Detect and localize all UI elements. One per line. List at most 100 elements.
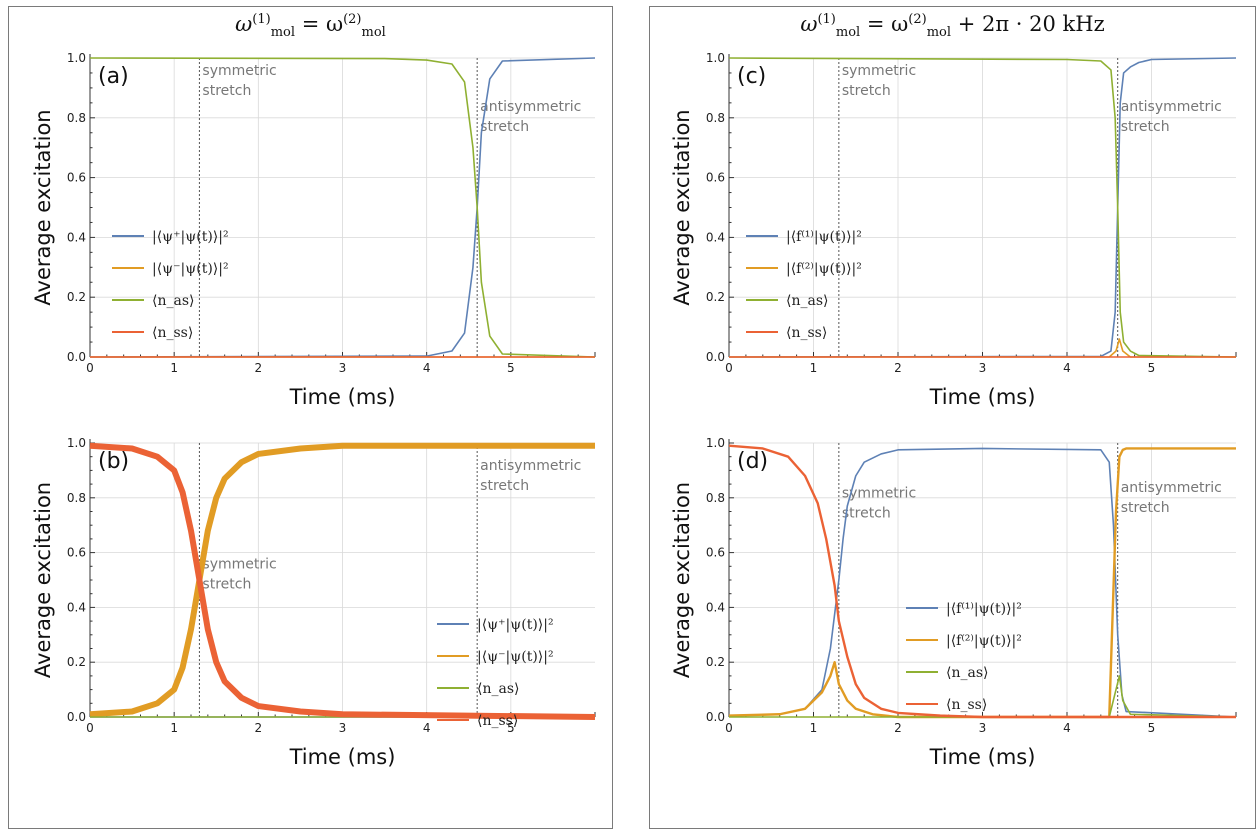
x-axis-title: Time (ms) (289, 385, 396, 409)
y-tick-label: 0.2 (67, 290, 86, 304)
y-tick-label: 0.0 (706, 710, 725, 724)
x-tick-label: 2 (894, 721, 902, 735)
series-line-3 (89, 57, 596, 358)
x-tick-label: 5 (507, 721, 515, 735)
y-tick-label: 0.4 (706, 600, 725, 614)
legend-entry: ⟨n_ss⟩ (152, 325, 193, 341)
x-axis-title: Time (ms) (929, 745, 1036, 769)
y-tick-label: 0.6 (67, 546, 86, 560)
x-tick-label: 0 (86, 361, 94, 375)
y-tick-label: 0.4 (706, 230, 725, 244)
panel-label: (a) (98, 64, 129, 89)
y-axis-title: Average excitation (670, 482, 694, 678)
stretch-annotation: symmetric (202, 557, 276, 573)
y-tick-label: 0.2 (706, 655, 725, 669)
chart-panel-d: 0 1 2 3 4 5 0.0 0.2 0.4 0.6 0.8 1.0 Time (ms) Average… (670, 436, 1237, 769)
legend-entry: ⟨n_as⟩ (477, 681, 519, 697)
legend-entry: |⟨f⁽¹⁾|ψ(t)⟩|² (786, 229, 862, 245)
y-axis-title: Average excitation (31, 109, 55, 305)
y-axis-title: Average excitation (670, 109, 694, 305)
stretch-annotation: stretch (1121, 500, 1170, 516)
x-tick-label: 2 (894, 361, 902, 375)
series-line-1 (89, 57, 596, 358)
x-axis-title: Time (ms) (289, 745, 396, 769)
x-tick-label: 5 (1148, 361, 1156, 375)
y-tick-label: 0.8 (706, 111, 725, 125)
legend-entry: |⟨ψ⁻|ψ(t)⟩|² (477, 649, 554, 665)
stretch-annotation: symmetric (202, 63, 276, 79)
stretch-annotation: symmetric (842, 485, 916, 501)
x-tick-label: 3 (339, 721, 347, 735)
x-tick-label: 3 (979, 361, 987, 375)
x-tick-label: 0 (725, 721, 733, 735)
x-tick-label: 0 (86, 721, 94, 735)
legend-entry: |⟨ψ⁺|ψ(t)⟩|² (477, 617, 554, 633)
y-tick-label: 0.2 (706, 290, 725, 304)
legend-entry: |⟨f⁽²⁾|ψ(t)⟩|² (946, 633, 1022, 649)
x-tick-label: 1 (810, 361, 818, 375)
legend-entry: ⟨n_ss⟩ (786, 325, 827, 341)
legend-entry: |⟨f⁽¹⁾|ψ(t)⟩|² (946, 601, 1022, 617)
x-axis-title: Time (ms) (929, 385, 1036, 409)
panel-label: (b) (98, 449, 129, 474)
stretch-annotation: stretch (480, 478, 529, 494)
x-tick-label: 4 (1063, 721, 1071, 735)
right-column-title: ω(1)mol = ω(2)mol + 2π · 20 kHz (800, 12, 1105, 41)
stretch-annotation: symmetric (842, 63, 916, 79)
panel-label: (c) (737, 64, 766, 89)
series-line-4 (728, 444, 1236, 719)
legend-entry: |⟨f⁽²⁾|ψ(t)⟩|² (786, 261, 862, 277)
y-tick-label: 0.6 (706, 171, 725, 185)
x-tick-label: 2 (255, 361, 263, 375)
x-tick-label: 3 (339, 361, 347, 375)
legend-entry: ⟨n_as⟩ (946, 665, 988, 681)
stretch-annotation: antisymmetric (480, 99, 581, 115)
y-tick-label: 0.4 (67, 600, 86, 614)
stretch-annotation: stretch (202, 83, 251, 99)
x-tick-label: 4 (1063, 361, 1071, 375)
y-tick-label: 0.8 (706, 491, 725, 505)
x-tick-label: 2 (255, 721, 263, 735)
x-tick-label: 4 (423, 361, 431, 375)
y-tick-label: 0.8 (67, 491, 86, 505)
x-tick-label: 3 (979, 721, 987, 735)
y-tick-label: 0.2 (67, 655, 86, 669)
x-tick-label: 5 (1148, 721, 1156, 735)
y-tick-label: 0.4 (67, 230, 86, 244)
series-line-1 (728, 447, 1237, 718)
stretch-annotation: antisymmetric (1121, 480, 1222, 496)
y-tick-label: 0.8 (67, 111, 86, 125)
legend-entry: ⟨n_ss⟩ (946, 697, 987, 713)
chart-panel-c: 0 1 2 3 4 5 0.0 0.2 0.4 0.6 0.8 1.0 Time (ms) Average… (670, 51, 1237, 409)
stretch-annotation: stretch (842, 83, 891, 99)
legend-entry: |⟨ψ⁻|ψ(t)⟩|² (152, 261, 229, 277)
stretch-annotation: stretch (842, 505, 891, 521)
series-line-4 (89, 442, 596, 720)
x-tick-label: 1 (170, 721, 178, 735)
legend-entry: |⟨ψ⁺|ψ(t)⟩|² (152, 229, 229, 245)
stretch-annotation: antisymmetric (1121, 99, 1222, 115)
y-tick-label: 1.0 (706, 51, 725, 65)
y-tick-label: 0.0 (67, 710, 86, 724)
stretch-annotation: stretch (480, 119, 529, 135)
series-line-1 (728, 57, 1237, 358)
legend-entry: ⟨n_as⟩ (786, 293, 828, 309)
y-tick-label: 0.6 (67, 171, 86, 185)
stretch-annotation: stretch (202, 577, 251, 593)
left-column-title: ω(1)mol = ω(2)mol (235, 12, 386, 41)
y-tick-label: 0.0 (706, 350, 725, 364)
panel-label: (d) (737, 449, 768, 474)
y-tick-label: 0.0 (67, 350, 86, 364)
stretch-annotation: stretch (1121, 119, 1170, 135)
x-tick-label: 0 (725, 361, 733, 375)
stretch-annotation: antisymmetric (480, 458, 581, 474)
x-tick-label: 5 (507, 361, 515, 375)
y-axis-title: Average excitation (31, 482, 55, 678)
x-tick-label: 1 (170, 361, 178, 375)
y-tick-label: 0.6 (706, 546, 725, 560)
legend-entry: ⟨n_as⟩ (152, 293, 194, 309)
chart-panel-b: 0 1 2 3 4 5 0.0 0.2 0.4 0.6 0.8 1.0 Time (ms) Average… (31, 436, 596, 769)
legend-entry: ⟨n_ss⟩ (477, 713, 518, 729)
series-line-2 (728, 447, 1236, 719)
series-line-2 (89, 442, 595, 718)
